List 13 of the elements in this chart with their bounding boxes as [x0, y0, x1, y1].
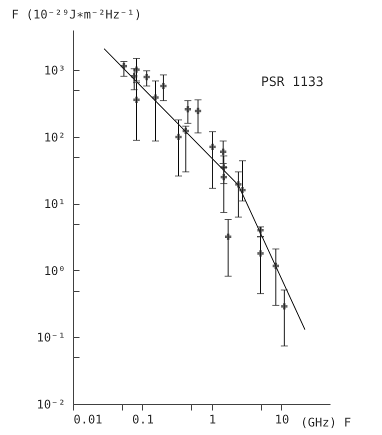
y-tick-label: 10⁻¹: [36, 330, 66, 345]
y-tick-label: 10³: [44, 64, 66, 78]
y-axis-title: F (10⁻²⁹J∗m⁻²Hz⁻¹): [12, 8, 142, 22]
x-tick-label: 0.01: [74, 412, 102, 426]
y-tick-label: 10²: [44, 130, 66, 144]
y-tick-label: 10⁰: [44, 264, 66, 278]
x-tick-label: 0.1: [132, 412, 154, 426]
y-tick-label: 10⁻²: [36, 398, 66, 412]
annotation: PSR 1133: [261, 75, 324, 90]
x-axis-title: (GHz) F: [300, 416, 352, 430]
x-tick-label: 1: [208, 412, 216, 426]
x-tick-label: 10: [274, 412, 290, 426]
y-tick-label: 10¹: [44, 197, 66, 212]
